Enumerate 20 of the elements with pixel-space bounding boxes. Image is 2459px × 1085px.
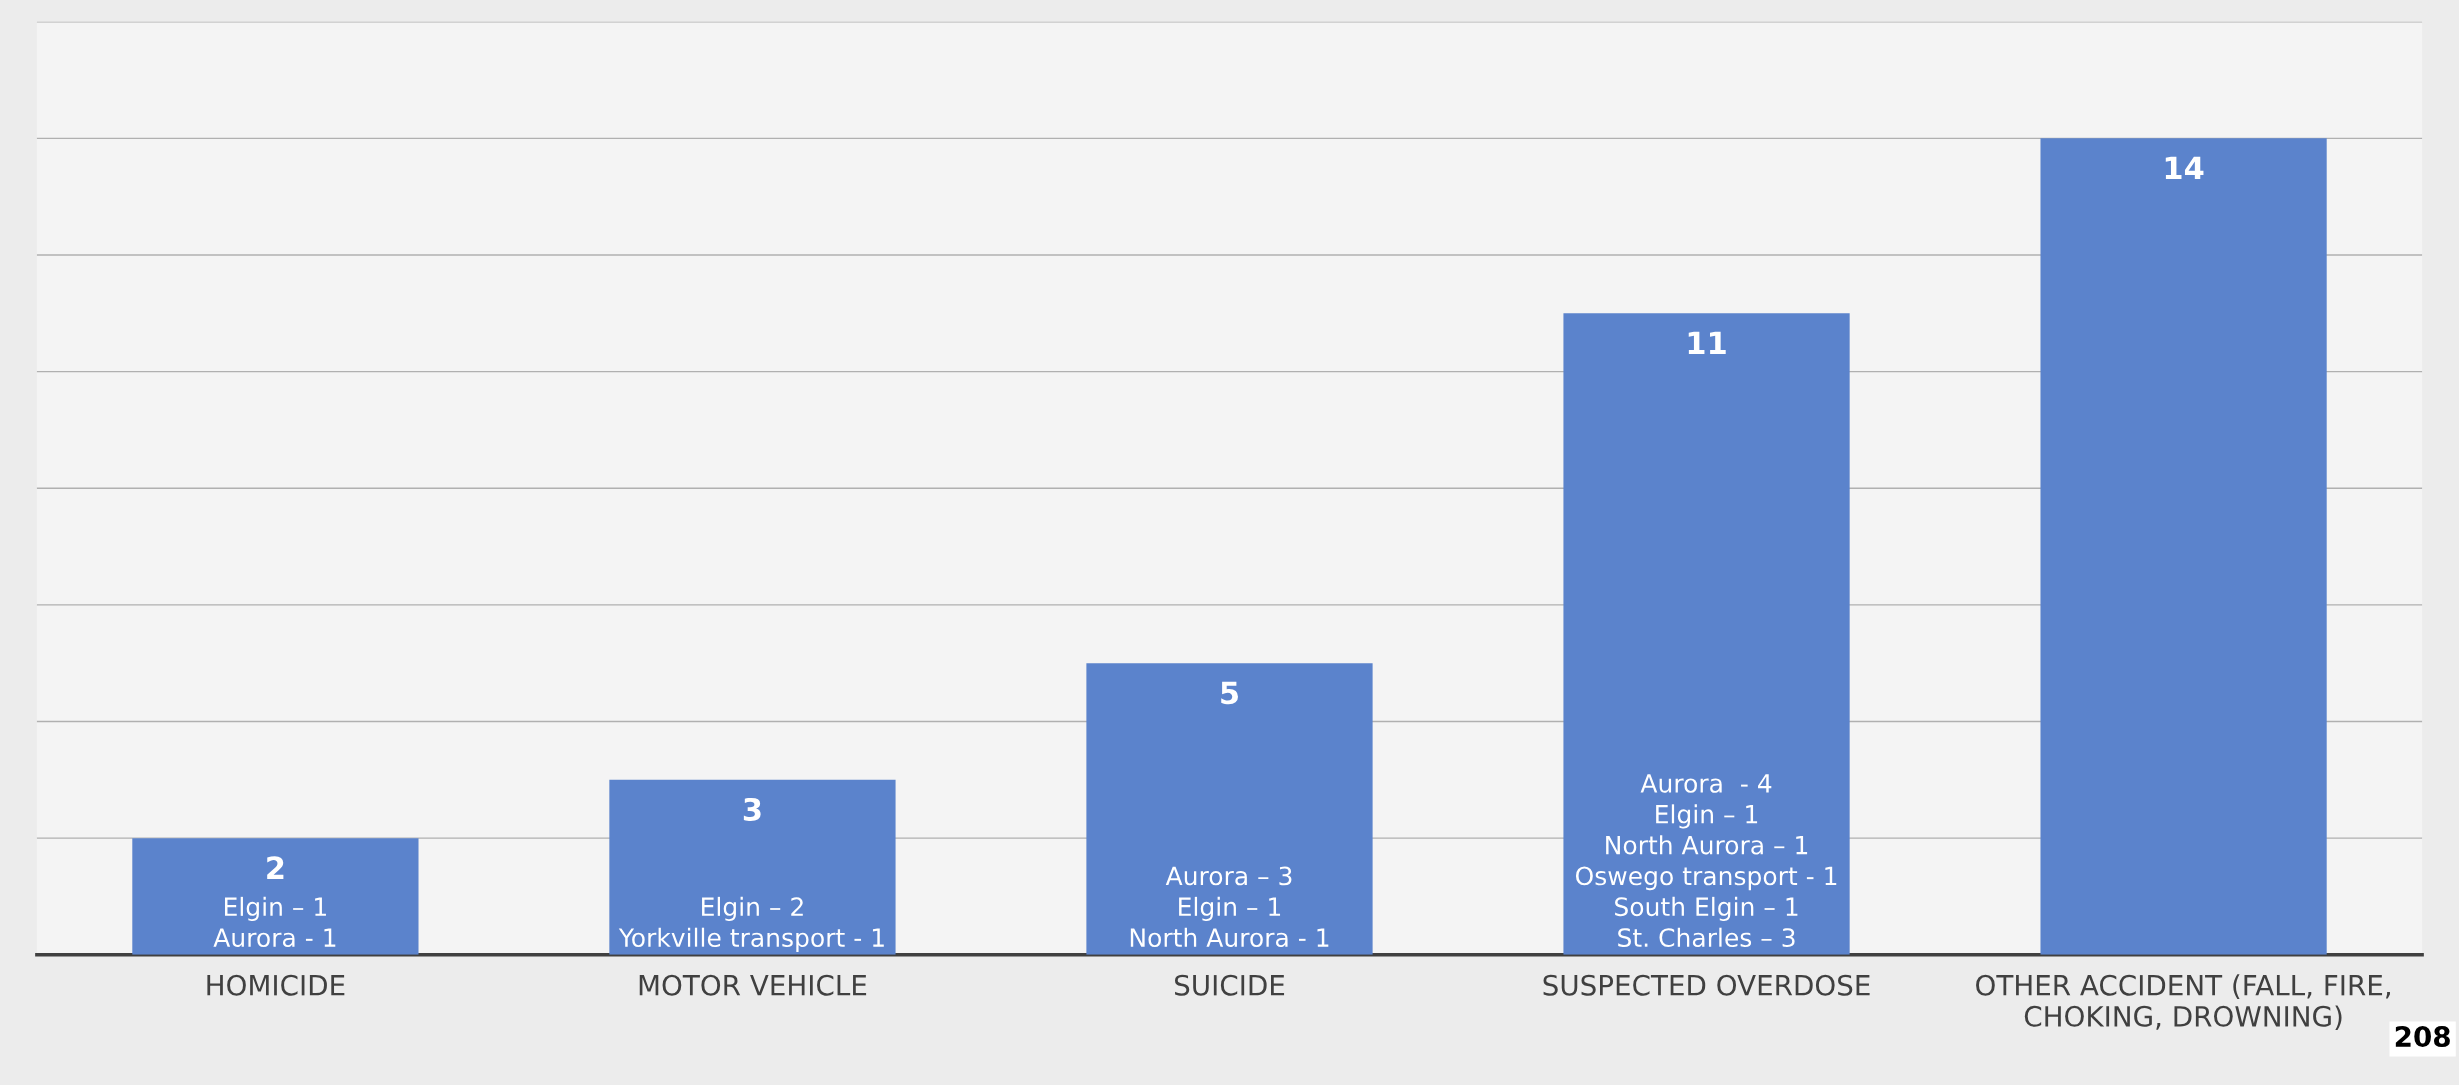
data-label: 14 bbox=[2165, 156, 2204, 180]
x-tick-label: MOTOR VEHICLE bbox=[639, 974, 867, 996]
x-tick-label: OTHER ACCIDENT (FALL, FIRE, CHOKING, DROWNING) bbox=[1976, 974, 2390, 1031]
data-label: 3 bbox=[743, 797, 761, 821]
annotation: Aurora - 4 Elgin – 1 North Aurora – 1 Oswego transport - 1 South Elgin – 1 St. Charles – 3 bbox=[1575, 774, 1837, 948]
bar bbox=[1563, 313, 1850, 955]
x-tick-label: SUSPECTED OVERDOSE bbox=[1543, 974, 1870, 996]
bar bbox=[1086, 663, 1373, 955]
annotation: Elgin – 2 Yorkville transport - 1 bbox=[618, 896, 884, 952]
x-tick-label: SUICIDE bbox=[1174, 974, 1285, 996]
data-label: 11 bbox=[1688, 331, 1726, 355]
bar bbox=[609, 779, 896, 955]
data-label: 2 bbox=[267, 856, 284, 879]
x-tick-label: HOMICIDE bbox=[207, 974, 345, 996]
text: 208 bbox=[2395, 1026, 2450, 1048]
annotation: Elgin – 1 Aurora - 1 bbox=[213, 896, 336, 948]
bar bbox=[2040, 138, 2327, 955]
bar bbox=[132, 838, 419, 955]
data-label: 5 bbox=[1221, 681, 1238, 705]
annotation: Aurora – 3 Elgin – 1 North Aurora - 1 bbox=[1130, 866, 1329, 948]
